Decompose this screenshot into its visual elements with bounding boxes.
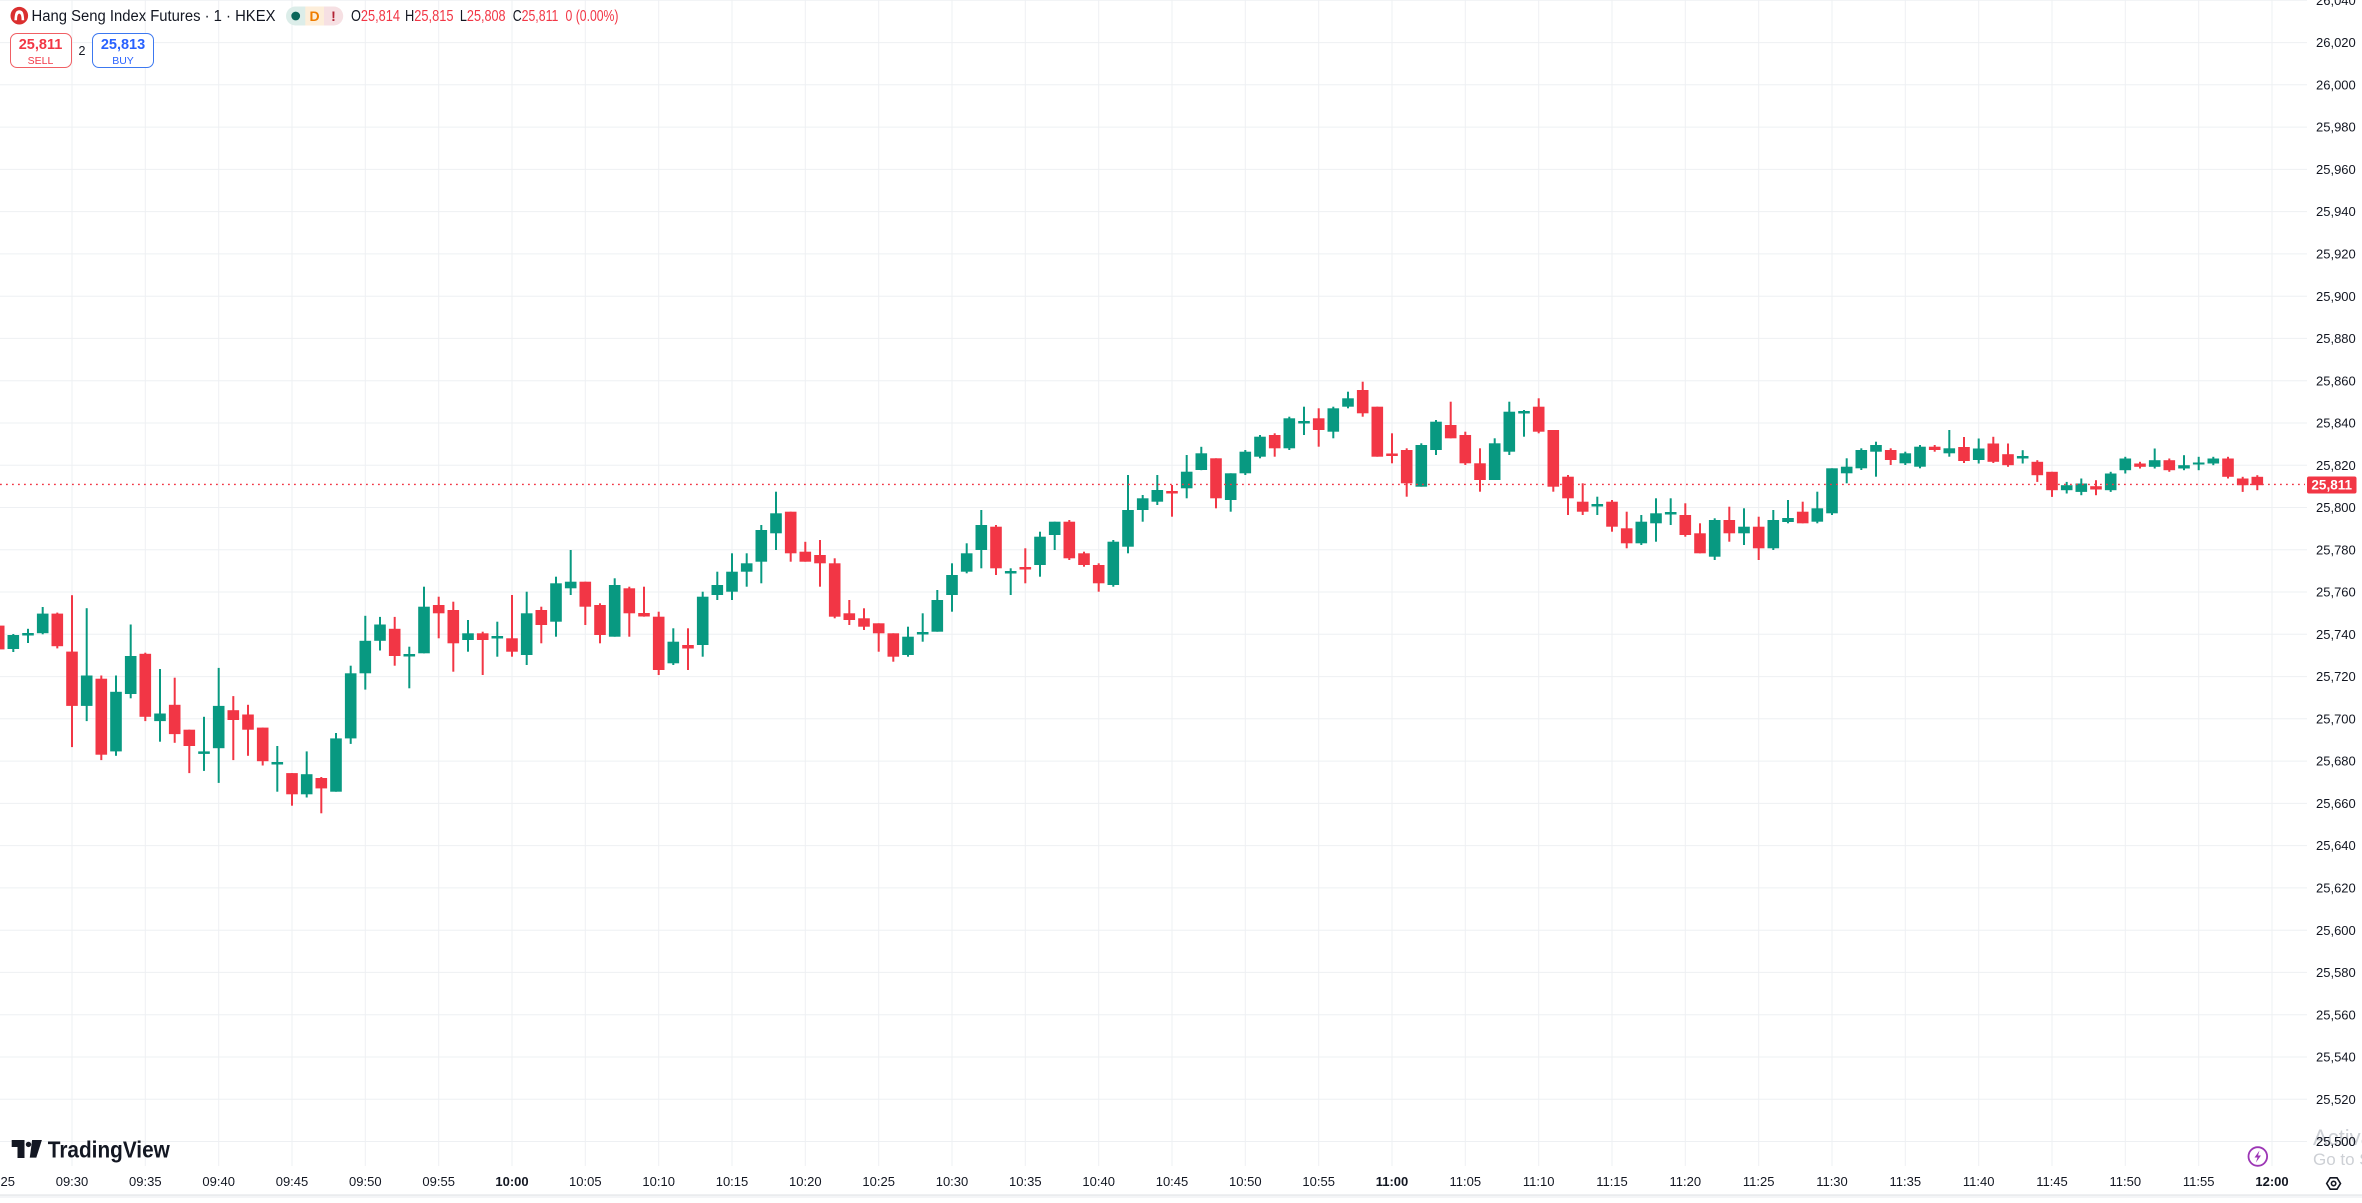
svg-text:11:20: 11:20 [1670, 1174, 1702, 1189]
svg-text:25,920: 25,920 [2316, 247, 2356, 262]
svg-text:10:00: 10:00 [495, 1174, 528, 1189]
svg-text:25,960: 25,960 [2316, 162, 2356, 177]
svg-text:25,880: 25,880 [2316, 331, 2356, 346]
svg-text:11:50: 11:50 [2110, 1174, 2142, 1189]
svg-text:11:35: 11:35 [1890, 1174, 1922, 1189]
svg-text:10:10: 10:10 [642, 1174, 675, 1189]
svg-text:25,700: 25,700 [2316, 711, 2356, 726]
svg-text:Go to Se: Go to Se [2313, 1150, 2362, 1169]
svg-text:11:40: 11:40 [1963, 1174, 1995, 1189]
svg-text:25,740: 25,740 [2316, 627, 2356, 642]
svg-text:26,020: 26,020 [2316, 35, 2356, 50]
svg-text:09:55: 09:55 [422, 1174, 455, 1189]
svg-text:25,811: 25,811 [2311, 478, 2352, 493]
svg-text:25,640: 25,640 [2316, 838, 2356, 853]
svg-text:10:05: 10:05 [569, 1174, 602, 1189]
svg-text:25,620: 25,620 [2316, 881, 2356, 896]
svg-text:25,660: 25,660 [2316, 796, 2356, 811]
svg-text:26,000: 26,000 [2316, 77, 2356, 92]
svg-text:25,560: 25,560 [2316, 1007, 2356, 1022]
svg-text:10:30: 10:30 [936, 1174, 969, 1189]
svg-text:11:15: 11:15 [1596, 1174, 1628, 1189]
svg-text:09:35: 09:35 [129, 1174, 162, 1189]
svg-text:11:25: 11:25 [1743, 1174, 1775, 1189]
svg-text:10:50: 10:50 [1229, 1174, 1262, 1189]
svg-text:09:25: 09:25 [0, 1174, 15, 1189]
svg-text:D: D [309, 8, 319, 24]
svg-text:25,680: 25,680 [2316, 754, 2356, 769]
svg-text:11:10: 11:10 [1523, 1174, 1555, 1189]
svg-text:11:45: 11:45 [2036, 1174, 2068, 1189]
svg-text:09:45: 09:45 [276, 1174, 309, 1189]
svg-text:11:05: 11:05 [1450, 1174, 1482, 1189]
svg-text:25,520: 25,520 [2316, 1092, 2356, 1107]
svg-text:10:45: 10:45 [1156, 1174, 1189, 1189]
svg-text:H25,815: H25,815 [405, 8, 454, 25]
svg-text:11:00: 11:00 [1376, 1174, 1409, 1189]
svg-text:25,500: 25,500 [2316, 1134, 2356, 1149]
svg-text:C25,811: C25,811 [513, 8, 559, 25]
svg-text:09:50: 09:50 [349, 1174, 382, 1189]
svg-text:25,900: 25,900 [2316, 289, 2356, 304]
svg-text:25,800: 25,800 [2316, 500, 2356, 515]
svg-text:10:40: 10:40 [1082, 1174, 1115, 1189]
svg-text:25,980: 25,980 [2316, 120, 2356, 135]
svg-text:25,860: 25,860 [2316, 373, 2356, 388]
svg-text:26,040: 26,040 [2316, 0, 2356, 8]
svg-text:25,720: 25,720 [2316, 669, 2356, 684]
svg-text:10:15: 10:15 [716, 1174, 749, 1189]
svg-text:12:00: 12:00 [2255, 1174, 2288, 1189]
svg-text:25,840: 25,840 [2316, 416, 2356, 431]
svg-text:Activat: Activat [2313, 1125, 2362, 1150]
svg-text:25,940: 25,940 [2316, 204, 2356, 219]
svg-text:09:40: 09:40 [202, 1174, 235, 1189]
svg-text:25,600: 25,600 [2316, 923, 2356, 938]
svg-text:10:20: 10:20 [789, 1174, 822, 1189]
svg-text:TradingView: TradingView [48, 1136, 171, 1162]
svg-text:11:30: 11:30 [1816, 1174, 1848, 1189]
svg-text:25,540: 25,540 [2316, 1050, 2356, 1065]
svg-text:25,500: 25,500 [2316, 1134, 2356, 1149]
svg-text:10:35: 10:35 [1009, 1174, 1042, 1189]
svg-text:25,820: 25,820 [2316, 458, 2356, 473]
svg-text:25,760: 25,760 [2316, 585, 2356, 600]
svg-text:10:55: 10:55 [1302, 1174, 1335, 1189]
svg-text:09:30: 09:30 [56, 1174, 89, 1189]
svg-text:0 (0.00%): 0 (0.00%) [566, 8, 619, 25]
svg-text:Hang Seng Index Futures · 1 ·: Hang Seng Index Futures · 1 · HKEX [32, 8, 277, 25]
svg-text:!: ! [331, 8, 336, 24]
svg-text:25,580: 25,580 [2316, 965, 2356, 980]
svg-text:11:55: 11:55 [2183, 1174, 2215, 1189]
svg-text:10:25: 10:25 [862, 1174, 895, 1189]
svg-text:25,780: 25,780 [2316, 542, 2356, 557]
svg-text:O25,814: O25,814 [351, 8, 400, 25]
svg-text:L25,808: L25,808 [460, 8, 506, 25]
